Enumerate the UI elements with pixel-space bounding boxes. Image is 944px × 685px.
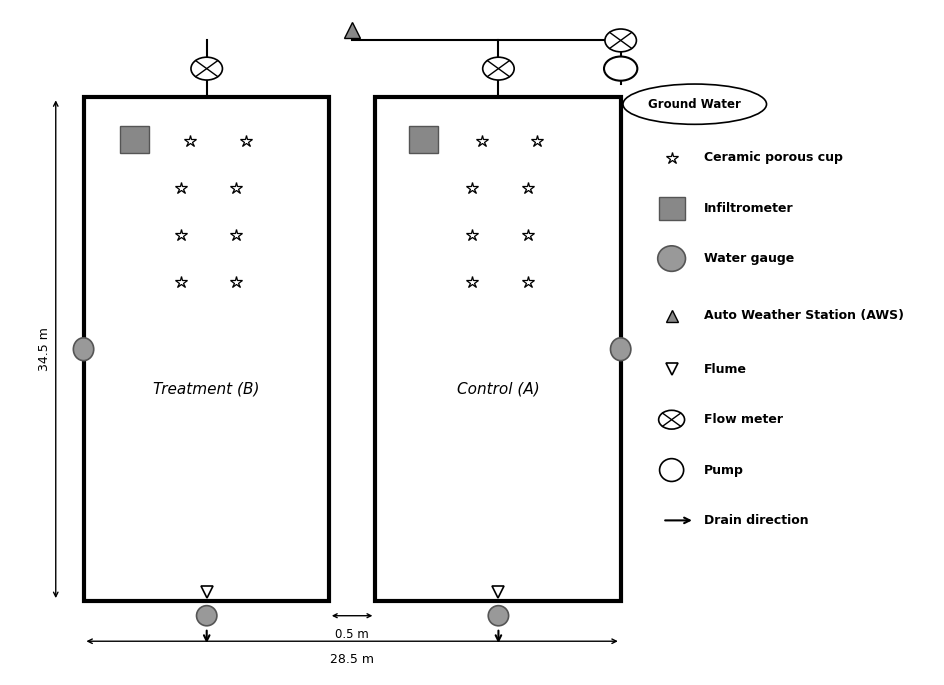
Ellipse shape [74, 338, 93, 360]
Text: Flow meter: Flow meter [703, 413, 783, 426]
Circle shape [482, 58, 514, 80]
Text: Infiltrometer: Infiltrometer [703, 202, 793, 214]
Bar [375, 97, 620, 601]
Bar [658, 197, 683, 221]
Text: Ceramic porous cup: Ceramic porous cup [703, 151, 842, 164]
Ellipse shape [610, 338, 631, 360]
Text: Flume: Flume [703, 363, 747, 376]
Text: Control (A): Control (A) [457, 382, 539, 397]
Ellipse shape [488, 606, 508, 626]
Text: 0.5 m: 0.5 m [335, 627, 368, 640]
Text: Pump: Pump [703, 464, 743, 477]
Text: 34.5 m: 34.5 m [38, 327, 51, 371]
Ellipse shape [622, 84, 766, 125]
Text: Water gauge: Water gauge [703, 252, 794, 265]
Ellipse shape [659, 459, 683, 482]
Text: Auto Weather Station (AWS): Auto Weather Station (AWS) [703, 309, 903, 322]
Text: Treatment (B): Treatment (B) [153, 382, 260, 397]
Bar [120, 125, 149, 153]
Ellipse shape [196, 606, 217, 626]
Circle shape [603, 57, 636, 81]
Text: Ground Water: Ground Water [648, 98, 740, 111]
Circle shape [658, 410, 683, 429]
Ellipse shape [657, 246, 684, 271]
Circle shape [604, 29, 635, 52]
Text: Drain direction: Drain direction [703, 514, 808, 527]
Bar [408, 125, 438, 153]
Circle shape [191, 58, 222, 80]
Text: 28.5 m: 28.5 m [329, 653, 374, 667]
Bar [83, 97, 329, 601]
